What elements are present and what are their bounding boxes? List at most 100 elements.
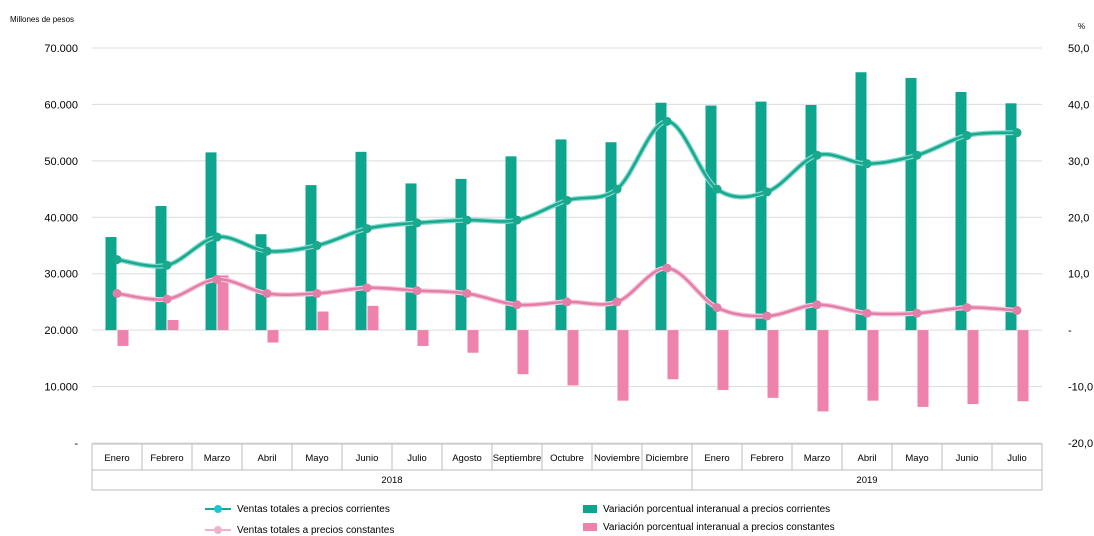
point-corrientes [762, 187, 772, 197]
point-constantes [362, 283, 372, 293]
category-label: Marzo [804, 453, 830, 464]
bar-constantes [717, 330, 729, 390]
bar-constantes [917, 330, 929, 407]
left-tick-label: 40.000 [44, 212, 78, 224]
category-label: Diciembre [646, 453, 689, 464]
point-corrientes [662, 116, 672, 126]
bar-corrientes [405, 183, 417, 331]
right-tick-label: 50,0 [1068, 43, 1089, 55]
point-corrientes [912, 150, 922, 160]
bar-constantes [667, 330, 679, 380]
point-corrientes [712, 184, 722, 194]
bar-corrientes [305, 185, 317, 331]
point-corrientes [412, 218, 422, 228]
right-tick-label: -10,0 [1068, 382, 1093, 394]
bar-constantes [567, 330, 579, 386]
category-label: Febrero [750, 453, 783, 464]
bar-corrientes [355, 151, 367, 331]
bar-corrientes [255, 234, 267, 331]
bar-constantes [217, 275, 229, 331]
bar-constantes [417, 330, 429, 346]
point-corrientes [862, 159, 872, 169]
right-tick-label: 20,0 [1068, 212, 1089, 224]
right-tick-label: - [1068, 325, 1072, 337]
right-tick-label: -20,0 [1068, 438, 1093, 450]
point-constantes [262, 288, 272, 298]
point-corrientes [112, 255, 122, 265]
bar-corrientes [905, 77, 917, 331]
point-corrientes [312, 241, 322, 250]
bar-constantes [467, 330, 479, 353]
point-constantes [212, 274, 222, 284]
gridlines [92, 47, 1042, 444]
left-axis-unit: Millones de pesos [10, 15, 74, 24]
line-constantes-halo [114, 265, 1020, 319]
left-tick-label: 60.000 [44, 99, 78, 111]
point-constantes [562, 297, 572, 307]
bar-constantes [367, 305, 379, 331]
bar-corrientes [105, 237, 117, 331]
category-label: Noviembre [594, 453, 640, 464]
category-label: Abril [257, 453, 276, 464]
bar-constantes [817, 330, 829, 412]
category-label: Marzo [204, 453, 230, 464]
category-label: Abril [857, 453, 876, 464]
bar-constantes [1017, 330, 1029, 402]
point-corrientes [512, 215, 522, 225]
bar-corrientes [455, 178, 467, 331]
point-constantes [612, 297, 622, 307]
point-corrientes [812, 150, 822, 160]
left-tick-label: 30.000 [44, 269, 78, 281]
right-tick-label: 10,0 [1068, 269, 1089, 281]
bar-corrientes [655, 102, 667, 331]
legend-label: Variación porcentual interanual a precio… [603, 522, 835, 533]
bar-corrientes [705, 105, 717, 331]
left-tick-label: - [74, 438, 78, 450]
bar-constantes [617, 330, 629, 401]
year-label: 2019 [856, 475, 877, 486]
category-label: Febrero [150, 453, 183, 464]
left-tick-label: 50.000 [44, 156, 78, 168]
point-corrientes [1012, 128, 1022, 138]
point-constantes [412, 286, 422, 296]
point-constantes [962, 303, 972, 313]
left-tick-label: 10.000 [44, 382, 78, 394]
bar-constantes [967, 330, 979, 405]
legend-label: Variación porcentual interanual a precio… [603, 504, 831, 515]
point-corrientes [962, 130, 972, 140]
category-label: Agosto [452, 453, 482, 464]
axes: - 10.000 20.000 30.000 40.000 50.000 60.000 70.… [44, 43, 1093, 491]
bar-corrientes [805, 104, 817, 331]
bar-constantes [317, 311, 329, 331]
bar-constantes [867, 330, 879, 401]
point-constantes [462, 288, 472, 298]
left-tick-label: 20.000 [44, 325, 78, 337]
point-constantes [1012, 305, 1022, 315]
legend-label: Ventas totales a precios corrientes [237, 504, 390, 515]
point-corrientes [562, 195, 572, 205]
bar-series [105, 72, 1029, 412]
year-label: 2018 [381, 475, 402, 486]
right-tick-label: 30,0 [1068, 156, 1089, 168]
right-axis-unit: % [1078, 22, 1085, 31]
line-corrientes-halo [114, 118, 1020, 269]
point-constantes [712, 303, 722, 313]
point-corrientes [212, 232, 222, 242]
point-constantes [312, 288, 322, 298]
category-label: Septiembre [493, 453, 542, 464]
bar-corrientes [955, 92, 967, 331]
point-corrientes [262, 246, 272, 256]
bar-constantes [767, 330, 779, 398]
legend-item-constantes-bar: Variación porcentual interanual a precio… [583, 522, 835, 533]
category-label: Julio [407, 453, 427, 464]
point-constantes [812, 300, 822, 310]
legend-item-corrientes-line: Ventas totales a precios corrientes [205, 504, 390, 515]
bar-constantes [517, 330, 529, 375]
bar-corrientes [555, 139, 567, 331]
bar-corrientes [755, 101, 767, 331]
point-corrientes [162, 260, 172, 270]
point-constantes [112, 288, 122, 298]
legend-label: Ventas totales a precios constantes [237, 525, 395, 536]
bar-corrientes [505, 156, 517, 331]
